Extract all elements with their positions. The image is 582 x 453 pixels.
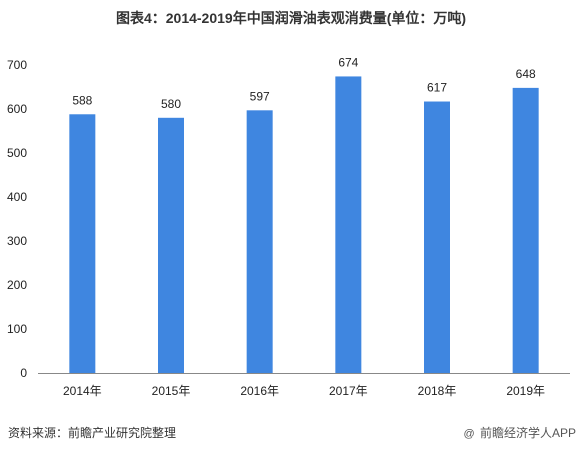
bar-data-labels: 588 580 597 674 617 648	[72, 55, 536, 110]
bar	[246, 110, 273, 373]
at-icon: @	[463, 428, 475, 440]
x-tick-label: 2018年	[418, 384, 457, 398]
chart-title: 图表4：2014-2019年中国润滑油表观消费量(单位：万吨)	[115, 10, 467, 26]
y-tick-label: 700	[7, 58, 27, 72]
bar	[158, 117, 184, 373]
y-tick-label: 300	[7, 234, 27, 248]
bar-value-label: 648	[516, 67, 536, 81]
bar-value-label: 580	[161, 97, 181, 111]
x-tick-label: 2015年	[152, 384, 191, 398]
x-tick-label: 2017年	[329, 384, 368, 398]
x-tick-label: 2016年	[240, 384, 279, 398]
y-tick-label: 400	[7, 190, 27, 204]
bar	[424, 101, 450, 374]
x-tick-label: 2019年	[506, 384, 545, 398]
source-note: 资料来源：前瞻产业研究院整理	[8, 426, 177, 440]
bars	[69, 76, 539, 374]
x-axis-ticks: 2014年 2015年 2016年 2017年 2018年 2019年	[63, 384, 545, 398]
bar-value-label: 588	[72, 93, 92, 107]
y-tick-label: 0	[20, 366, 27, 380]
bar	[512, 87, 539, 373]
y-tick-label: 100	[7, 322, 27, 336]
bar-value-label: 597	[250, 89, 270, 103]
x-tick-label: 2014年	[63, 384, 102, 398]
bar	[69, 114, 96, 373]
credit: @ 前瞻经济学人APP	[463, 424, 576, 441]
y-tick-label: 500	[7, 146, 27, 160]
credit-text: 前瞻经济学人APP	[479, 426, 576, 440]
y-tick-label: 600	[7, 102, 27, 116]
bar-value-label: 674	[338, 55, 358, 69]
bar-value-label: 617	[427, 81, 447, 95]
y-axis-ticks: 0 100 200 300 400 500 600 700	[7, 58, 27, 380]
y-tick-label: 200	[7, 278, 27, 292]
bar	[335, 76, 362, 373]
